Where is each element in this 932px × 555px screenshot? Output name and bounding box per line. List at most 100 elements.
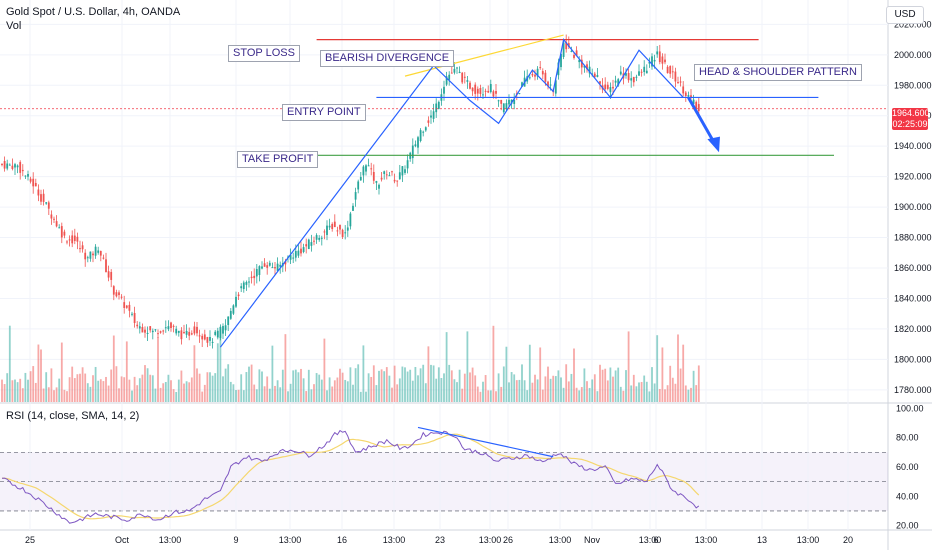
candle-body <box>240 286 243 289</box>
annotation-stop-loss[interactable]: STOP LOSS <box>228 45 300 62</box>
volume-bar <box>180 370 183 402</box>
volume-bar <box>552 375 555 402</box>
candle-body <box>110 272 113 280</box>
candle-body <box>638 71 640 76</box>
candle-body <box>190 333 193 335</box>
candle-body <box>63 231 66 236</box>
volume-bar <box>593 374 596 402</box>
volume-bar <box>687 389 690 402</box>
candle-body <box>258 266 261 275</box>
volume-bar <box>73 378 76 402</box>
volume-bar <box>549 378 552 402</box>
candle-body <box>159 331 162 333</box>
candle-body <box>461 72 464 83</box>
volume-bar <box>209 372 211 402</box>
volume-bar <box>307 369 310 402</box>
volume-bar <box>528 344 531 402</box>
volume-bar <box>97 380 100 402</box>
candle-body <box>645 70 648 74</box>
volume-bar <box>315 373 318 402</box>
volume-bar <box>437 367 440 402</box>
volume-bar <box>500 386 503 402</box>
candle-body <box>253 275 256 279</box>
volume-bar <box>144 365 146 402</box>
volume-bar <box>630 385 633 402</box>
candle-body <box>658 51 661 63</box>
volume-bar <box>695 385 698 402</box>
candle-body <box>68 239 71 241</box>
volume-bar <box>190 377 193 402</box>
candle-body <box>500 99 503 104</box>
candle-body <box>326 225 328 235</box>
volume-bar <box>55 387 58 402</box>
candle-body <box>531 74 534 76</box>
volume-bar <box>242 390 245 402</box>
volume-bar <box>677 334 679 402</box>
time-tick-label: 13:00 <box>549 535 572 545</box>
volume-bar <box>406 371 409 402</box>
candle-body <box>131 313 133 315</box>
candle-body <box>92 253 94 256</box>
candle-body <box>479 88 482 94</box>
volume-bar <box>341 372 344 402</box>
candle-body <box>586 64 588 70</box>
volume-bar <box>456 382 458 402</box>
candle-body <box>692 99 695 105</box>
price-tick-label: 1920.000 <box>894 172 932 182</box>
candle-body <box>617 79 620 86</box>
candle-body <box>47 202 50 209</box>
volume-bar <box>248 366 250 402</box>
candle-body <box>144 329 146 333</box>
candle-body <box>697 104 700 112</box>
annotation-entry-point[interactable]: ENTRY POINT <box>282 104 366 121</box>
volume-bar <box>466 331 469 402</box>
volume-bar <box>102 381 105 402</box>
candle-body <box>115 292 118 297</box>
candle-body <box>177 330 180 333</box>
volume-bar <box>435 378 438 402</box>
volume-bar <box>47 387 50 402</box>
volume-bar <box>352 384 354 402</box>
volume-bar <box>110 369 113 402</box>
volume-bar <box>6 373 9 402</box>
candle-body <box>492 91 495 97</box>
currency-button[interactable]: USD <box>886 6 924 24</box>
volume-bar <box>11 380 14 402</box>
volume-bar <box>443 373 445 402</box>
volume-bar <box>502 366 505 402</box>
candle-body <box>214 331 217 335</box>
candle-body <box>315 235 318 240</box>
candle-body <box>198 335 201 337</box>
candle-body <box>604 84 607 90</box>
annotation-head-shoulder[interactable]: HEAD & SHOULDER PATTERN <box>694 64 862 81</box>
volume-bar <box>302 378 305 402</box>
candle-body <box>372 171 375 181</box>
candle-body <box>471 87 474 92</box>
time-tick-label: 6 <box>653 535 658 545</box>
candle-body <box>339 225 341 230</box>
volume-bar <box>354 368 357 402</box>
candle-body <box>279 264 282 267</box>
price-tick-label: 1980.000 <box>894 80 932 90</box>
candle-body <box>227 316 230 325</box>
annotation-bearish-divergence[interactable]: BEARISH DIVERGENCE <box>320 50 455 67</box>
volume-bar <box>157 337 159 402</box>
volume-bar <box>250 364 253 402</box>
annotation-take-profit[interactable]: TAKE PROFIT <box>237 151 319 168</box>
volume-bar <box>274 385 276 402</box>
volume-bar <box>560 377 562 402</box>
volume-bar <box>565 364 568 402</box>
volume-bar <box>570 373 573 402</box>
volume-bar <box>682 344 685 402</box>
volume-bar <box>175 391 178 402</box>
candle-body <box>534 74 536 77</box>
candle-body <box>521 82 523 87</box>
candle-body <box>157 333 159 335</box>
candle-body <box>695 101 698 109</box>
volume-bar <box>362 345 365 402</box>
candle-body <box>289 255 292 260</box>
target-arrow-head <box>707 136 720 153</box>
volume-bar <box>383 371 386 402</box>
